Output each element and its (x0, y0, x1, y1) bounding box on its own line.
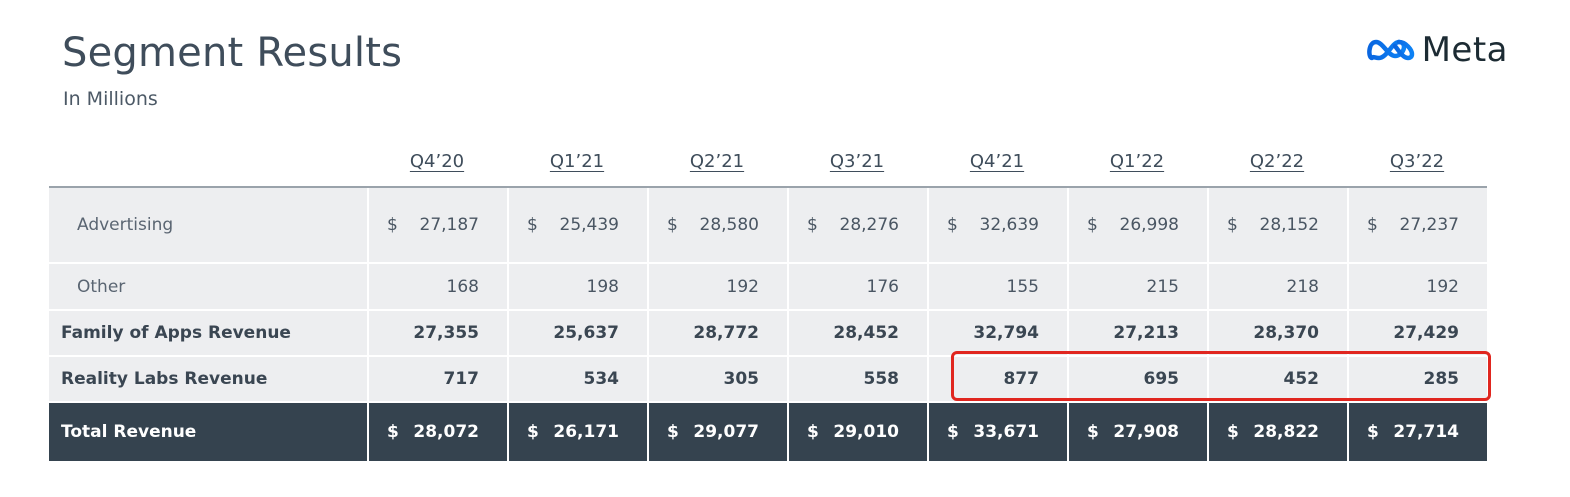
table-cell: 218 (1207, 264, 1347, 311)
table-cell: 28,452 (787, 311, 927, 357)
table-cell: 32,794 (927, 311, 1067, 357)
table-row-reality-labs: Reality Labs Revenue 717 534 305 558 877… (49, 357, 1487, 403)
page-title: Segment Results (62, 30, 403, 76)
column-header: Q4’20 (367, 136, 507, 188)
table-cell: $28,822 (1207, 403, 1347, 461)
column-header: Q2’21 (647, 136, 787, 188)
row-label: Other (49, 264, 367, 311)
table-cell: 877 (927, 357, 1067, 403)
table-cell: 285 (1347, 357, 1487, 403)
table-cell: $27,187 (367, 188, 507, 264)
row-label: Reality Labs Revenue (49, 357, 367, 403)
table-cell: $25,439 (507, 188, 647, 264)
table-row-advertising: Advertising $27,187 $25,439 $28,580 $28,… (49, 188, 1487, 264)
table-cell: 28,370 (1207, 311, 1347, 357)
column-header: Q3’21 (787, 136, 927, 188)
table-cell: $29,010 (787, 403, 927, 461)
table-header-row: Q4’20 Q1’21 Q2’21 Q3’21 Q4’21 Q1’22 Q2’2… (49, 136, 1487, 188)
column-header: Q3’22 (1347, 136, 1487, 188)
table-cell: 176 (787, 264, 927, 311)
table-cell: $32,639 (927, 188, 1067, 264)
table-cell: 168 (367, 264, 507, 311)
header-label-cell (49, 136, 367, 188)
table-cell: 558 (787, 357, 927, 403)
table-cell: 534 (507, 357, 647, 403)
table-cell: $29,077 (647, 403, 787, 461)
table-cell: 305 (647, 357, 787, 403)
table-cell: 27,429 (1347, 311, 1487, 357)
meta-logo: Meta (1366, 30, 1508, 70)
table-cell: 452 (1207, 357, 1347, 403)
table-cell: $28,276 (787, 188, 927, 264)
table-cell: 27,213 (1067, 311, 1207, 357)
table-cell: 192 (647, 264, 787, 311)
column-header: Q1’21 (507, 136, 647, 188)
row-label: Family of Apps Revenue (49, 311, 367, 357)
column-header: Q2’22 (1207, 136, 1347, 188)
meta-logo-text: Meta (1421, 30, 1508, 70)
table-cell: $26,171 (507, 403, 647, 461)
table-cell: $33,671 (927, 403, 1067, 461)
column-header: Q1’22 (1067, 136, 1207, 188)
table-cell: 717 (367, 357, 507, 403)
table-cell: $28,072 (367, 403, 507, 461)
table-cell: $27,714 (1347, 403, 1487, 461)
table-cell: 25,637 (507, 311, 647, 357)
column-header: Q4’21 (927, 136, 1067, 188)
table-cell: $28,152 (1207, 188, 1347, 264)
table-cell: 695 (1067, 357, 1207, 403)
table-cell: $26,998 (1067, 188, 1207, 264)
row-label: Advertising (49, 188, 367, 264)
table-cell: $28,580 (647, 188, 787, 264)
table-cell: 215 (1067, 264, 1207, 311)
row-label: Total Revenue (49, 403, 367, 461)
meta-infinity-icon (1366, 39, 1414, 61)
table-row-total: Total Revenue $28,072 $26,171 $29,077 $2… (49, 403, 1487, 461)
table-cell: $27,908 (1067, 403, 1207, 461)
segment-results-table: Q4’20 Q1’21 Q2’21 Q3’21 Q4’21 Q1’22 Q2’2… (49, 136, 1487, 461)
table-cell: $27,237 (1347, 188, 1487, 264)
table-cell: 198 (507, 264, 647, 311)
table-cell: 192 (1347, 264, 1487, 311)
table-row-other: Other 168 198 192 176 155 215 218 192 (49, 264, 1487, 311)
table-cell: 155 (927, 264, 1067, 311)
table-cell: 28,772 (647, 311, 787, 357)
table-row-family-of-apps: Family of Apps Revenue 27,355 25,637 28,… (49, 311, 1487, 357)
table-cell: 27,355 (367, 311, 507, 357)
page-subtitle: In Millions (63, 88, 158, 110)
